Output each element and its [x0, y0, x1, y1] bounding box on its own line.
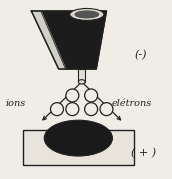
Text: ( + ): ( + ) — [131, 147, 157, 158]
Ellipse shape — [44, 120, 112, 156]
Bar — [23, 130, 134, 165]
Ellipse shape — [75, 11, 99, 18]
Circle shape — [100, 103, 113, 116]
Polygon shape — [31, 11, 106, 69]
Text: elétrons: elétrons — [112, 99, 152, 108]
Circle shape — [85, 89, 98, 102]
Circle shape — [66, 89, 79, 102]
Bar — [78, 69, 85, 82]
Ellipse shape — [70, 8, 104, 20]
Polygon shape — [31, 11, 66, 69]
Text: (-): (-) — [134, 50, 147, 61]
Text: ions: ions — [6, 99, 26, 108]
Circle shape — [66, 103, 79, 116]
Circle shape — [85, 103, 98, 116]
Circle shape — [51, 103, 63, 116]
Ellipse shape — [78, 80, 85, 84]
